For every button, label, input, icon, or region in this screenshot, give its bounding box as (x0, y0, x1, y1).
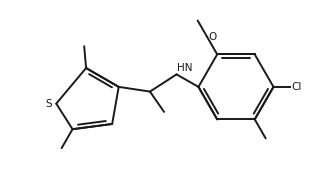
Text: Cl: Cl (292, 82, 302, 92)
Text: O: O (208, 32, 216, 42)
Text: HN: HN (177, 63, 193, 73)
Text: S: S (46, 99, 52, 109)
